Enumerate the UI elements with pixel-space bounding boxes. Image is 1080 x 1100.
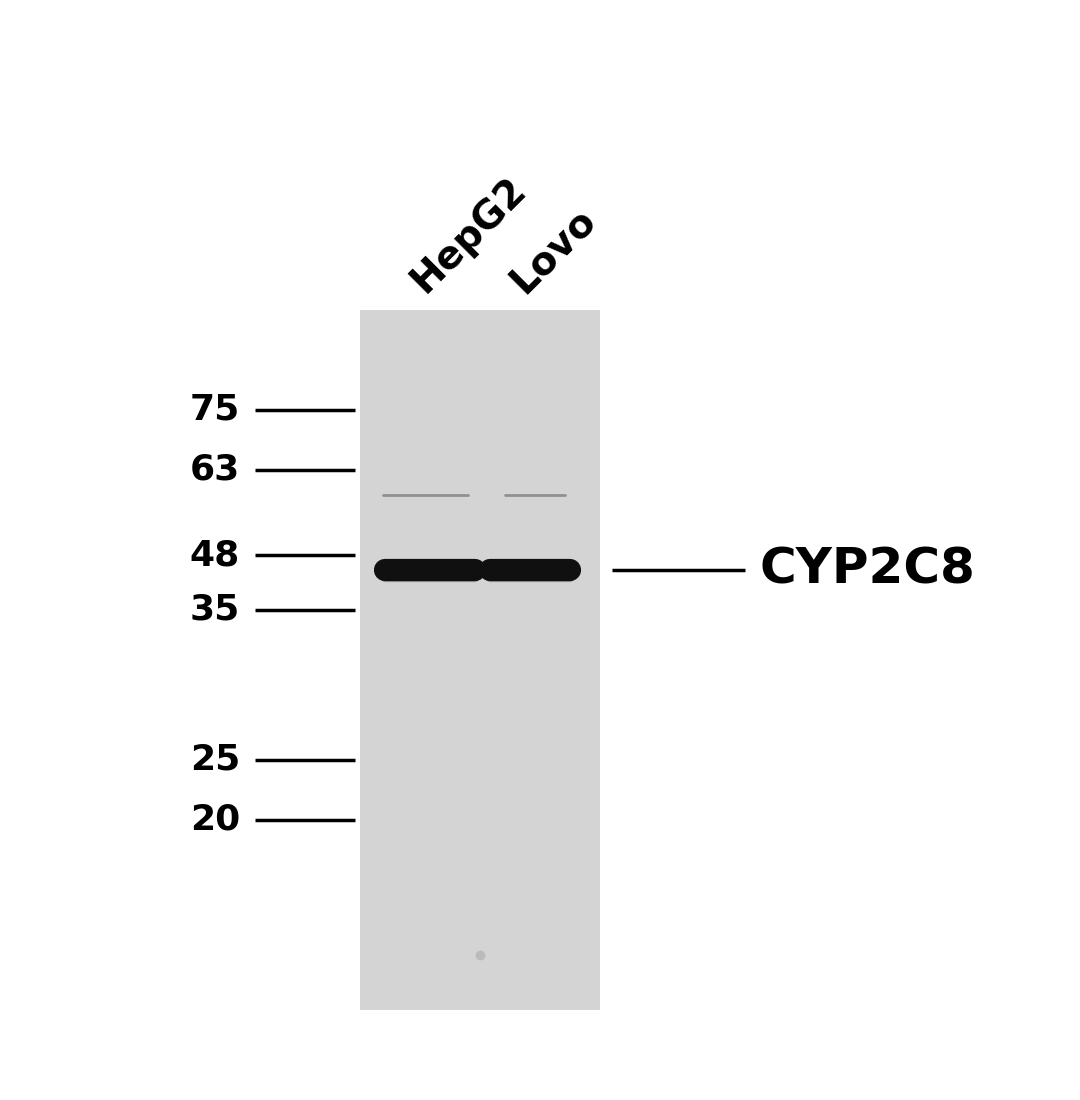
- Text: Lovo: Lovo: [503, 200, 604, 300]
- Text: CYP2C8: CYP2C8: [760, 546, 976, 594]
- Text: 35: 35: [190, 593, 240, 627]
- Bar: [360, 310, 600, 1010]
- Text: 63: 63: [190, 453, 240, 487]
- Text: 20: 20: [190, 803, 240, 837]
- Text: 48: 48: [190, 538, 240, 572]
- Text: 75: 75: [190, 393, 240, 427]
- Text: HepG2: HepG2: [403, 170, 534, 300]
- Text: 25: 25: [190, 742, 240, 777]
